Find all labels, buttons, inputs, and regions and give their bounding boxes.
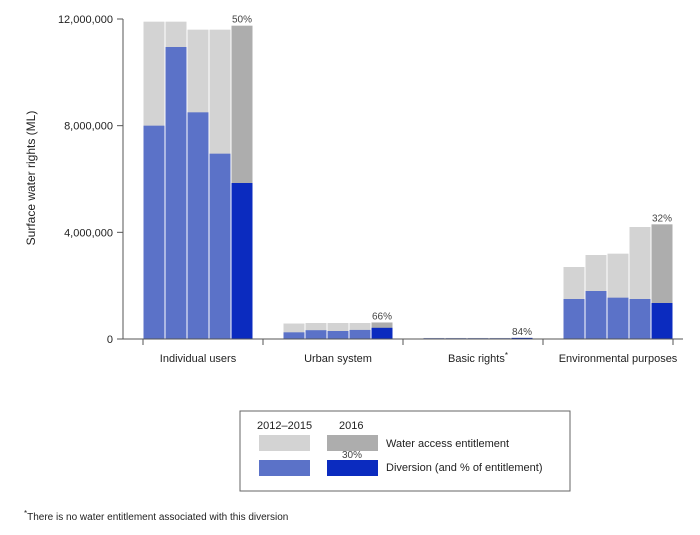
bar-diversion [629,299,651,339]
bar-diversion [371,327,393,339]
legend-example-pct: 30% [342,450,362,461]
x-category-label: Urban system [304,353,372,365]
x-category-label: Basic rights* [448,351,508,365]
bar-diversion [607,297,629,339]
legend-header-right: 2016 [339,420,363,432]
legend-box [239,410,571,492]
bar-diversion [585,291,607,339]
bar-diversion [187,112,209,339]
bar-diversion [327,331,349,339]
bar-diversion [165,47,187,339]
x-category-footnote-mark: * [505,351,508,360]
x-axis: Individual users Urban system Basic rights… [123,338,683,365]
legend: 2012–2015 2016 Water access entitlement … [239,410,571,492]
data-label-pct: 32% [652,213,672,224]
bar-diversion [563,299,585,339]
bar-diversion [651,303,673,339]
y-axis: 0 4,000,000 8,000,000 12,000,000 [58,14,124,346]
bars: 50% 66% 84% 32% [143,15,673,340]
data-label-pct: 50% [232,15,252,26]
x-category-label: Environmental purposes [559,353,678,365]
data-label-pct: 66% [372,311,392,322]
bar-diversion [283,332,305,339]
footnote: *There is no water entitlement associate… [24,509,288,523]
bar-diversion [143,125,165,340]
legend-label-entitlement: Water access entitlement [386,438,509,450]
footnote-mark: * [24,509,27,518]
bar-diversion [511,337,533,339]
y-tick-label: 0 [107,334,113,346]
legend-label-diversion: Diversion (and % of entitlement) [386,462,543,474]
bar-diversion [209,153,231,339]
bar-diversion [305,330,327,339]
x-category-label-text: Individual users [160,353,237,365]
y-tick-label: 4,000,000 [64,227,113,239]
x-category-label-text: Basic rights [448,353,505,365]
bar-diversion [349,329,371,339]
y-tick-label: 12,000,000 [58,14,113,26]
legend-swatch-diversion-early [259,460,310,476]
x-category-label-text: Urban system [304,353,372,365]
footnote-text: There is no water entitlement associated… [27,512,288,523]
x-category-label-text: Environmental purposes [559,353,678,365]
legend-swatch-diversion-2016 [327,460,378,476]
data-label-pct: 84% [512,327,532,338]
y-tick-label: 8,000,000 [64,121,113,133]
legend-swatch-entitlement-2016 [327,435,378,451]
bar-diversion [231,183,253,339]
x-category-label: Individual users [160,353,237,365]
legend-header-left: 2012–2015 [257,420,312,432]
legend-swatch-entitlement-early [259,435,310,451]
y-axis-label: Surface water rights (ML) [24,111,38,246]
